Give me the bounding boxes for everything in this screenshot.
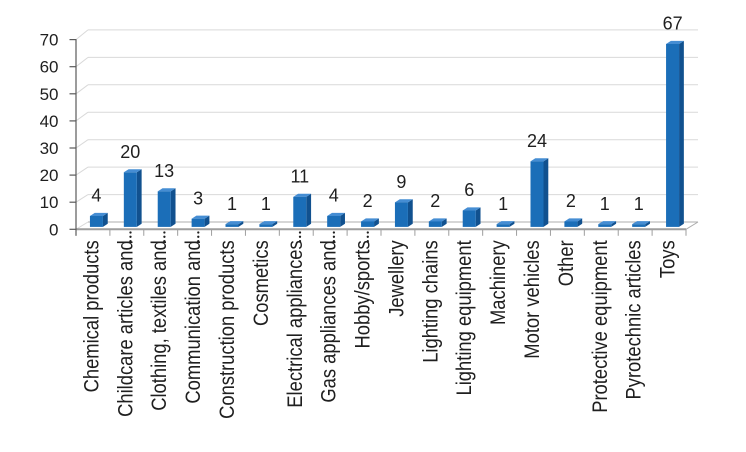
svg-text:Other: Other [555, 240, 578, 286]
svg-text:4: 4 [329, 186, 339, 206]
svg-text:Protective equipment: Protective equipment [589, 240, 612, 413]
svg-text:9: 9 [396, 172, 406, 192]
svg-text:Electrical appliances: Electrical appliances [284, 240, 307, 407]
svg-text:70: 70 [40, 31, 59, 50]
svg-text:10: 10 [40, 193, 59, 212]
svg-text:Lighting chains: Lighting chains [419, 240, 442, 362]
svg-text:2: 2 [363, 191, 373, 211]
svg-text:4: 4 [91, 186, 101, 206]
svg-text:40: 40 [40, 112, 59, 131]
svg-text:Clothing, textiles and: Clothing, textiles and [148, 240, 171, 410]
svg-text:Motor vehicles: Motor vehicles [521, 240, 544, 358]
svg-text:Machinery: Machinery [487, 240, 510, 325]
svg-text:1: 1 [498, 194, 508, 214]
svg-text:1: 1 [634, 194, 644, 214]
svg-text:Pyrotechnic articles: Pyrotechnic articles [623, 240, 646, 399]
svg-text:Chemical products: Chemical products [80, 240, 103, 392]
svg-text:1: 1 [261, 194, 271, 214]
svg-text:11: 11 [290, 167, 309, 187]
svg-text:20: 20 [120, 142, 140, 162]
svg-text:Gas appliances and: Gas appliances and [318, 240, 341, 402]
svg-text:24: 24 [527, 131, 547, 151]
svg-text:1: 1 [227, 194, 237, 214]
svg-text:Hobby/sports: Hobby/sports [352, 240, 375, 348]
svg-text:1: 1 [600, 194, 610, 214]
svg-text:Jewellery: Jewellery [385, 240, 408, 317]
svg-text:50: 50 [40, 85, 59, 104]
svg-text:Toys: Toys [657, 240, 680, 278]
svg-text:Childcare articles and: Childcare articles and [114, 240, 137, 417]
svg-text:60: 60 [40, 58, 59, 77]
svg-text:0: 0 [49, 220, 58, 239]
svg-text:Cosmetics: Cosmetics [250, 240, 273, 326]
svg-text:13: 13 [154, 161, 174, 181]
svg-text:30: 30 [40, 139, 59, 158]
svg-text:20: 20 [40, 166, 59, 185]
svg-text:2: 2 [566, 191, 576, 211]
svg-text:Lighting equipment: Lighting equipment [453, 240, 476, 395]
svg-text:Construction products: Construction products [216, 240, 239, 419]
svg-text:6: 6 [464, 180, 474, 200]
svg-text:3: 3 [193, 188, 203, 208]
svg-text:67: 67 [663, 14, 683, 34]
svg-text:Communication and: Communication and [182, 240, 205, 403]
svg-text:2: 2 [430, 191, 440, 211]
